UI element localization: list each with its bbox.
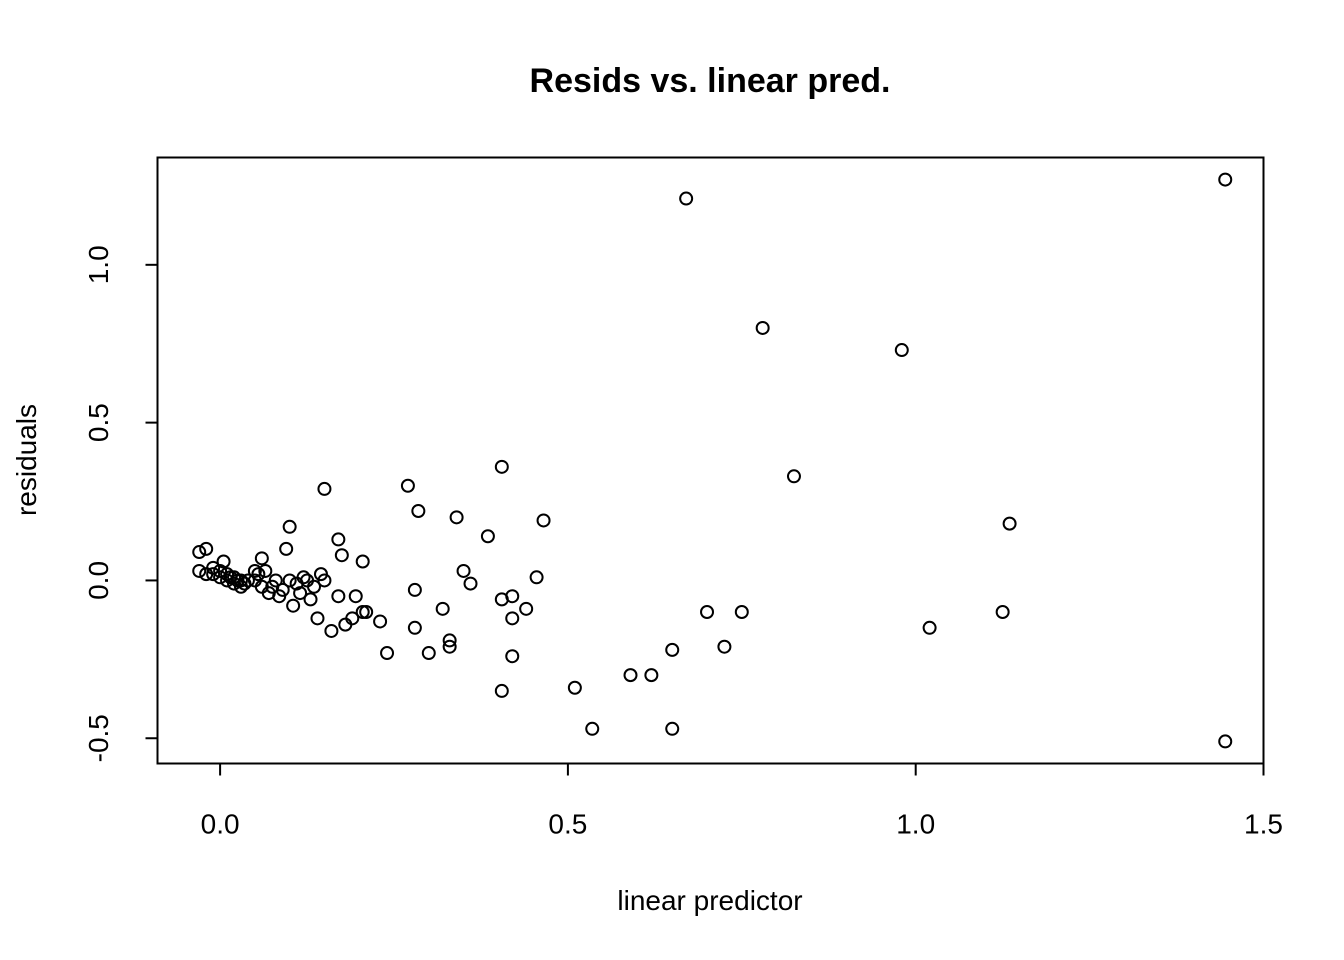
data-point bbox=[355, 554, 370, 569]
data-point bbox=[331, 532, 346, 547]
data-point bbox=[251, 567, 266, 582]
data-point bbox=[268, 573, 283, 588]
data-point bbox=[348, 589, 363, 604]
x-axis: 0.0 0.5 1.0 1.5 bbox=[201, 762, 1283, 840]
data-point bbox=[216, 554, 231, 569]
y-axis-label: residuals bbox=[11, 404, 42, 516]
data-point bbox=[227, 570, 242, 585]
x-axis-label: linear predictor bbox=[617, 885, 802, 916]
chart-title: Resids vs. linear pred. bbox=[530, 62, 891, 100]
data-point bbox=[717, 639, 732, 654]
data-point bbox=[407, 620, 422, 635]
data-point bbox=[324, 623, 339, 638]
data-point bbox=[206, 567, 221, 582]
data-point bbox=[247, 563, 262, 578]
data-point bbox=[922, 620, 937, 635]
data-point bbox=[529, 570, 544, 585]
y-tick-label: -0.5 bbox=[83, 714, 114, 762]
data-point bbox=[786, 469, 801, 484]
data-point bbox=[254, 551, 269, 566]
data-point bbox=[442, 639, 457, 654]
data-point bbox=[206, 560, 221, 575]
data-point bbox=[1218, 734, 1233, 749]
data-point bbox=[494, 683, 509, 698]
data-point bbox=[317, 481, 332, 496]
data-point bbox=[307, 579, 322, 594]
data-point bbox=[296, 570, 311, 585]
data-point bbox=[585, 721, 600, 736]
data-point bbox=[258, 563, 273, 578]
data-point bbox=[192, 563, 207, 578]
data-point bbox=[293, 586, 308, 601]
data-point bbox=[407, 582, 422, 597]
data-point bbox=[755, 320, 770, 335]
data-point bbox=[1218, 172, 1233, 187]
data-point bbox=[213, 563, 228, 578]
data-point bbox=[519, 601, 534, 616]
data-point bbox=[494, 459, 509, 474]
data-point bbox=[679, 191, 694, 206]
y-axis: -0.5 0.0 0.5 1.0 bbox=[83, 245, 159, 762]
data-point bbox=[310, 611, 325, 626]
data-point bbox=[449, 510, 464, 525]
data-point bbox=[286, 598, 301, 613]
data-point bbox=[279, 541, 294, 556]
data-point bbox=[734, 605, 749, 619]
data-point bbox=[213, 570, 228, 585]
x-tick-label: 0.0 bbox=[201, 809, 240, 840]
data-point bbox=[359, 605, 374, 619]
data-point bbox=[411, 504, 426, 518]
data-point bbox=[442, 633, 457, 648]
data-point bbox=[567, 680, 582, 695]
data-point bbox=[644, 668, 659, 683]
data-point bbox=[456, 563, 471, 578]
data-point bbox=[505, 649, 520, 664]
data-point bbox=[192, 545, 207, 560]
data-point bbox=[623, 668, 638, 683]
data-point bbox=[505, 589, 520, 604]
y-tick-label: 1.0 bbox=[83, 245, 114, 284]
data-point bbox=[282, 573, 297, 588]
data-point bbox=[480, 529, 495, 544]
y-tick-label: 0.0 bbox=[83, 561, 114, 600]
data-point bbox=[700, 605, 715, 619]
data-point bbox=[894, 343, 909, 358]
data-point bbox=[421, 646, 436, 661]
data-point bbox=[331, 589, 346, 604]
data-points bbox=[192, 172, 1233, 749]
data-point bbox=[220, 573, 235, 588]
data-point bbox=[373, 614, 388, 629]
data-point bbox=[995, 605, 1010, 619]
data-point bbox=[1002, 516, 1017, 531]
x-tick-label: 0.5 bbox=[548, 809, 587, 840]
plot-frame bbox=[156, 156, 1265, 765]
data-point bbox=[665, 721, 680, 736]
y-tick-label: 0.5 bbox=[83, 403, 114, 442]
data-point bbox=[220, 567, 235, 582]
data-point bbox=[282, 519, 297, 534]
data-point bbox=[380, 646, 395, 661]
data-point bbox=[303, 592, 318, 607]
data-point bbox=[463, 576, 478, 591]
data-point bbox=[435, 601, 450, 616]
data-point bbox=[240, 573, 255, 588]
data-point bbox=[199, 541, 214, 556]
data-point bbox=[334, 548, 349, 563]
data-point bbox=[233, 573, 248, 588]
data-point bbox=[275, 582, 290, 597]
x-tick-label: 1.5 bbox=[1244, 809, 1283, 840]
data-point bbox=[317, 573, 332, 588]
x-tick-label: 1.0 bbox=[896, 809, 935, 840]
data-point bbox=[505, 611, 520, 626]
data-point bbox=[400, 478, 415, 493]
data-point bbox=[227, 576, 242, 591]
data-point bbox=[345, 611, 360, 626]
data-point bbox=[665, 642, 680, 657]
data-point bbox=[536, 513, 551, 528]
